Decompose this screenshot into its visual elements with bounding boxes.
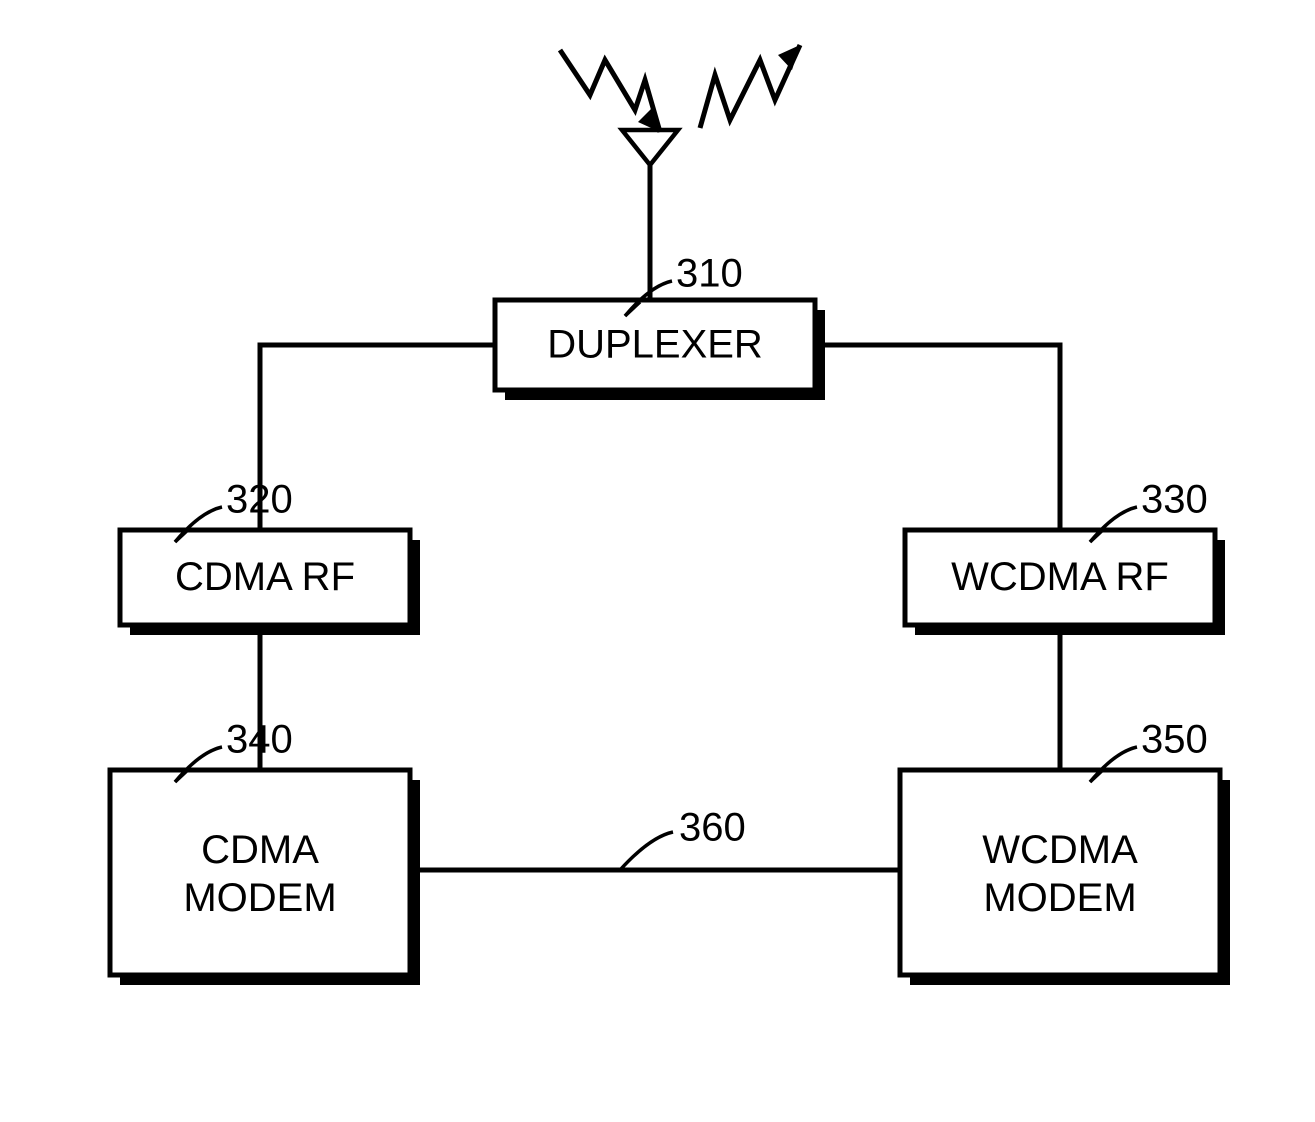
- cdma-modem-ref-text: 340: [226, 718, 293, 762]
- wcdma-modem-label-2: MODEM: [983, 876, 1136, 920]
- duplexer-ref-text: 310: [676, 252, 743, 296]
- modem-link-ref: 360: [620, 806, 746, 870]
- cdma-modem-label-1: CDMA: [201, 828, 319, 872]
- duplexer-label: DUPLEXER: [547, 323, 763, 367]
- cdma-rf-label: CDMA RF: [175, 555, 355, 599]
- edge-duplexer-wcdma-rf: [815, 345, 1060, 530]
- wcdma-rf-label: WCDMA RF: [951, 555, 1169, 599]
- cdma-modem-label-2: MODEM: [183, 876, 336, 920]
- edge-duplexer-cdma-rf: [260, 345, 495, 530]
- antenna-icon: [560, 45, 800, 260]
- wcdma-rf-ref-text: 330: [1141, 478, 1208, 522]
- cdma-rf-ref-text: 320: [226, 478, 293, 522]
- wcdma-modem-ref-text: 350: [1141, 718, 1208, 762]
- wcdma-modem-label-1: WCDMA: [982, 828, 1138, 872]
- modem-link-ref-text: 360: [679, 806, 746, 850]
